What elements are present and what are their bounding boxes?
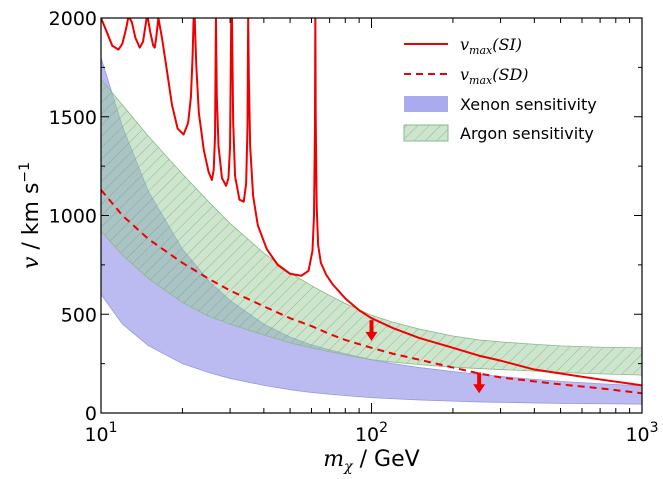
ticks-layer: 0 500 1000 1500 2000 101 102 103 [49,8,659,446]
x-tick-label: 103 [625,420,658,446]
annotation-layer [365,320,486,394]
legend-label-xenon: Xenon sensitivity [460,95,597,114]
x-axis-sub: χ [343,459,354,475]
x-axis-unit: / GeV [353,447,420,472]
legend-label-vmax-si: vmax(SI) [460,35,522,57]
y-tick-label: 1000 [49,206,97,228]
x-tick-label: 101 [84,420,117,446]
limit-arrow-1 [365,320,378,341]
vmax-si-line [101,18,642,387]
legend-label-vmax-sd: vmax(SD) [460,65,529,87]
y-axis-sup: −1 [17,162,33,183]
y-axis-var: v [19,256,44,269]
x-tick-label: 102 [355,420,388,446]
x-axis-var: m [323,447,344,472]
y-tick-label: 0 [85,403,97,425]
lines-layer [101,18,642,395]
legend-swatch-argon [403,124,449,142]
legend-label-argon: Argon sensitivity [460,124,594,143]
y-tick-label: 500 [61,304,97,326]
limit-arrow-2 [473,372,486,394]
vmax-sd-line [101,189,642,395]
y-axis-unit: / km s [19,183,44,257]
y-axis-label: v / km s−1 [17,162,44,269]
y-tick-label: 1500 [49,107,97,129]
legend: vmax(SI) vmax(SD) Xenon sensitivity Argo… [403,35,597,143]
x-axis-label: mχ / GeV [323,447,419,475]
y-tick-label: 2000 [49,8,97,30]
legend-swatch-xenon [404,96,448,112]
